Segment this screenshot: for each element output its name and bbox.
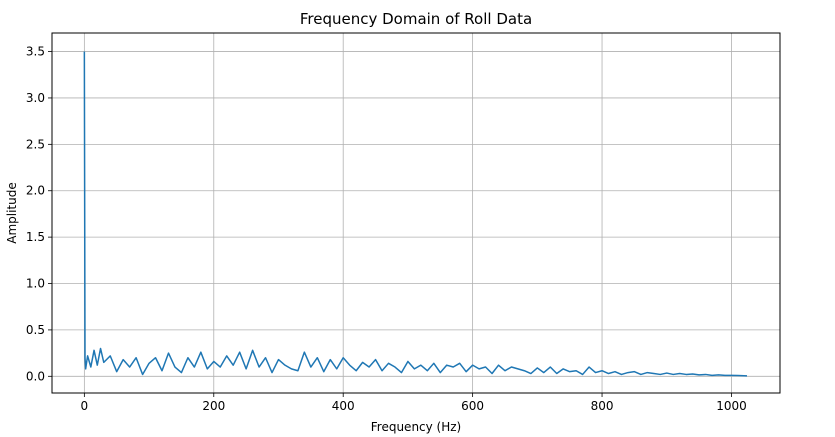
x-tick-label: 800 (591, 399, 614, 413)
chart-title: Frequency Domain of Roll Data (300, 10, 532, 28)
plot-frame (51, 32, 781, 394)
y-axis-label: Amplitude (5, 182, 19, 244)
series-line-0 (83, 51, 748, 377)
y-tick-label: 0.5 (26, 323, 45, 337)
data-layer (83, 51, 748, 377)
y-axis-ticks: 0.0 0.5 1.0 1.5 2.0 2.5 3.0 3.5 (26, 45, 52, 383)
x-tick-label: 400 (332, 399, 355, 413)
x-axis-ticks: 0 200 400 600 800 1000 (81, 393, 747, 413)
x-tick-label: 200 (202, 399, 225, 413)
x-tick-label: 600 (461, 399, 484, 413)
y-tick-label: 0.0 (26, 369, 45, 383)
y-tick-label: 3.0 (26, 91, 45, 105)
y-tick-label: 2.5 (26, 137, 45, 151)
x-tick-label: 0 (81, 399, 89, 413)
x-tick-label: 1000 (716, 399, 747, 413)
y-tick-label: 1.0 (26, 277, 45, 291)
y-tick-label: 1.5 (26, 230, 45, 244)
x-axis-label: Frequency (Hz) (371, 420, 462, 434)
y-tick-label: 2.0 (26, 184, 45, 198)
grid (52, 33, 780, 393)
y-tick-label: 3.5 (26, 45, 45, 59)
